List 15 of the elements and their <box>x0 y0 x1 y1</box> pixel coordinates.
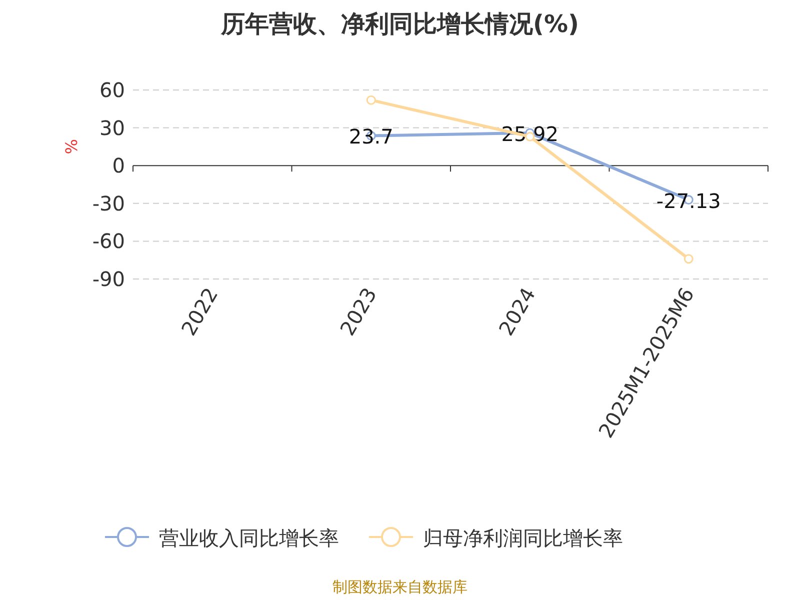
y-tick-label: -60 <box>92 229 125 254</box>
y-axis-title: % <box>62 139 81 154</box>
y-tick-label: -90 <box>92 267 125 291</box>
data-label: -27.13 <box>656 188 721 213</box>
text: 制图数据来自数据库 <box>332 578 468 596</box>
y-tick-label: 0 <box>112 154 125 178</box>
legend-label: 营业收入同比增长率 <box>159 526 339 550</box>
data-label: 23.7 <box>348 124 394 149</box>
y-tick-label: 60 <box>100 78 125 102</box>
legend-label: 归母净利润同比增长率 <box>423 526 623 550</box>
chart-title: 历年营收、净利同比增长情况(%) <box>220 10 579 38</box>
point <box>684 254 694 264</box>
point <box>366 95 376 105</box>
y-tick-label: 30 <box>100 116 125 140</box>
y-tick-label: -30 <box>92 191 125 216</box>
